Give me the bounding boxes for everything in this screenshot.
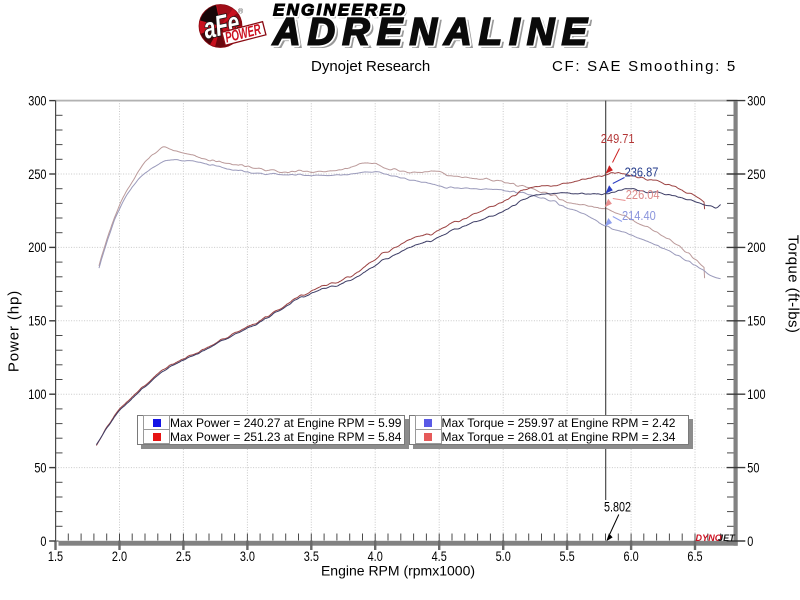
svg-text:ADRENALINE: ADRENALINE (272, 12, 594, 54)
svg-text:100: 100 (747, 387, 765, 403)
svg-text:JET: JET (718, 533, 736, 543)
svg-text:Engine RPM (rpmx1000): Engine RPM (rpmx1000) (321, 563, 475, 579)
svg-text:6.5: 6.5 (687, 549, 702, 565)
svg-text:0: 0 (747, 534, 753, 550)
svg-text:Power (hp): Power (hp) (6, 290, 23, 372)
svg-text:226.04: 226.04 (626, 187, 660, 202)
svg-text:3.0: 3.0 (240, 549, 255, 565)
svg-text:250: 250 (28, 167, 46, 183)
svg-text:5.5: 5.5 (560, 549, 575, 565)
svg-text:250: 250 (747, 167, 765, 183)
svg-text:300: 300 (28, 93, 46, 109)
svg-text:4.5: 4.5 (432, 549, 447, 565)
svg-text:50: 50 (747, 460, 759, 476)
svg-text:50: 50 (34, 460, 46, 476)
svg-text:150: 150 (28, 313, 46, 329)
svg-text:6.0: 6.0 (624, 549, 639, 565)
svg-text:200: 200 (747, 240, 765, 256)
svg-text:300: 300 (747, 93, 765, 109)
svg-text:ENGINEERED: ENGINEERED (275, 3, 409, 22)
svg-text:ENGINEERED: ENGINEERED (273, 1, 407, 20)
svg-text:ADRENALINE: ADRENALINE (275, 14, 597, 56)
svg-text:ADRENALINE: ADRENALINE (272, 12, 594, 54)
svg-text:100: 100 (28, 387, 46, 403)
svg-text:249.71: 249.71 (601, 131, 635, 146)
svg-text:214.40: 214.40 (622, 208, 656, 223)
svg-text:3.5: 3.5 (304, 549, 319, 565)
svg-text:ENGINEERED: ENGINEERED (273, 1, 407, 20)
svg-text:5.802: 5.802 (604, 499, 631, 514)
svg-text:1.5: 1.5 (48, 549, 63, 565)
svg-text:150: 150 (747, 313, 765, 329)
svg-text:200: 200 (28, 240, 46, 256)
svg-text:2.5: 2.5 (176, 549, 191, 565)
svg-text:236.87: 236.87 (625, 165, 659, 180)
svg-text:2.0: 2.0 (112, 549, 127, 565)
svg-text:0: 0 (40, 534, 46, 550)
svg-text:5.0: 5.0 (496, 549, 511, 565)
svg-text:®: ® (238, 8, 244, 16)
svg-text:Torque (ft-lbs): Torque (ft-lbs) (785, 235, 800, 334)
svg-text:4.0: 4.0 (368, 549, 383, 565)
svg-text:DYNO: DYNO (696, 533, 722, 543)
